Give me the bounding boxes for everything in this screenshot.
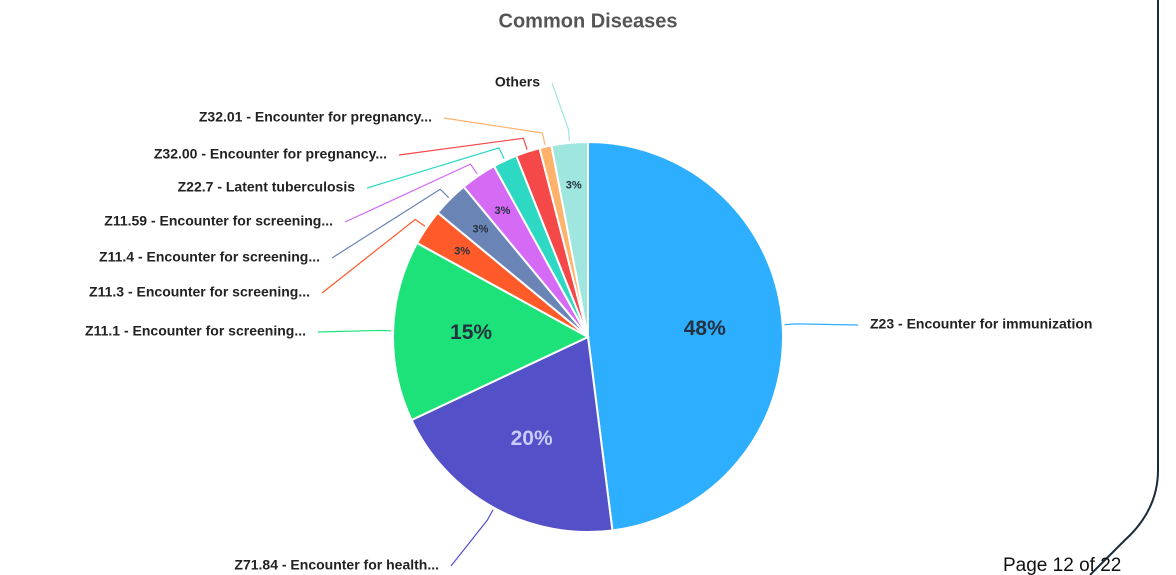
slice-label: Z32.00 - Encounter for pregnancy...	[154, 146, 387, 162]
slice-label: Z32.01 - Encounter for pregnancy...	[199, 109, 432, 125]
data-label: 3%	[472, 223, 488, 235]
data-label: 3%	[454, 245, 470, 257]
page-border	[1089, 0, 1159, 575]
slice-label: Others	[495, 74, 540, 90]
slice-label: Z11.4 - Encounter for screening...	[99, 249, 320, 265]
slice-label: Z11.1 - Encounter for screening...	[85, 323, 306, 339]
leader-line	[450, 509, 494, 567]
leader-line	[331, 188, 450, 259]
pie-slice	[392, 241, 591, 422]
data-label: 3%	[495, 205, 511, 217]
leader-line	[317, 329, 392, 333]
data-label: 20%	[511, 427, 553, 450]
leader-line	[344, 163, 478, 223]
slice-label: Z71.84 - Encounter for health...	[234, 557, 439, 573]
slice-label: Z11.3 - Encounter for screening...	[89, 284, 310, 300]
data-label: 3%	[566, 179, 582, 191]
page-number: Page 12 of 22	[1003, 555, 1121, 575]
slice-label: Z23 - Encounter for immunization	[870, 316, 1092, 332]
pie-slice	[410, 335, 614, 533]
leader-line	[443, 117, 546, 145]
chart-title: Common Diseases	[499, 10, 678, 32]
slice-label: Z11.59 - Encounter for screening...	[104, 213, 333, 229]
leader-line	[321, 218, 426, 294]
leader-line	[366, 147, 505, 189]
data-label: 15%	[450, 321, 492, 344]
leader-line	[784, 323, 859, 326]
leader-line	[551, 82, 571, 141]
data-label: 48%	[684, 317, 726, 340]
pie-slice	[550, 140, 589, 338]
leader-line	[398, 137, 528, 156]
pie-slice	[587, 140, 784, 532]
slice-label: Z22.7 - Latent tuberculosis	[178, 179, 356, 195]
